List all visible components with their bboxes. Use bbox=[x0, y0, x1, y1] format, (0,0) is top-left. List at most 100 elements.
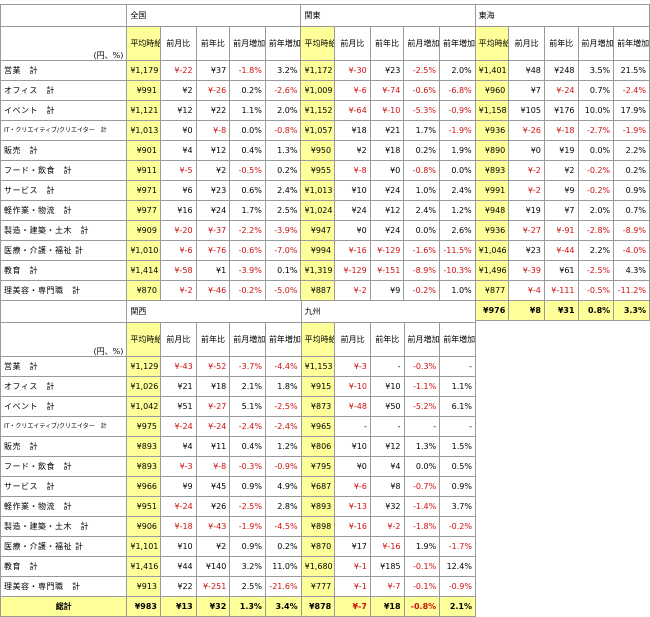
value-cell: ¥61 bbox=[543, 260, 579, 281]
corner-cell bbox=[0, 300, 128, 323]
value-cell: 6.1% bbox=[439, 396, 476, 417]
value-cell: -2.8% bbox=[577, 220, 615, 241]
category-label: 教育 計 bbox=[0, 260, 128, 281]
value-cell: -2.4% bbox=[613, 80, 650, 101]
value-cell: ¥4 bbox=[369, 456, 405, 477]
category-label: 販売 計 bbox=[0, 140, 128, 161]
value-cell: ¥1,680 bbox=[300, 556, 336, 577]
value-cell: ¥9 bbox=[543, 180, 579, 201]
value-cell: -0.5% bbox=[229, 160, 266, 181]
value-cell: -0.2% bbox=[403, 280, 440, 301]
region-name: 関西 bbox=[126, 300, 302, 323]
value-cell: ¥-30 bbox=[334, 60, 371, 81]
total-value-cell: ¥18 bbox=[369, 596, 405, 617]
value-cell: 2.5% bbox=[229, 576, 266, 597]
value-cell: 1.9% bbox=[438, 140, 476, 161]
value-cell: ¥-24 bbox=[543, 80, 579, 101]
value-cell: -1.1% bbox=[403, 376, 441, 397]
value-cell: ¥-43 bbox=[195, 516, 231, 537]
value-cell: 1.3% bbox=[264, 140, 302, 161]
value-cell: 0.0% bbox=[438, 160, 476, 181]
value-cell: ¥-58 bbox=[159, 260, 197, 281]
value-cell: 0.7% bbox=[577, 80, 615, 101]
value-cell: -7.0% bbox=[264, 240, 302, 261]
category-label: 医療・介護・福祉 計 bbox=[0, 240, 128, 261]
value-cell: ¥-1 bbox=[334, 576, 371, 597]
region-name: 九州 bbox=[300, 300, 477, 323]
value-cell: 0.5% bbox=[439, 456, 476, 477]
value-cell: ¥11 bbox=[195, 436, 231, 457]
column-header: 前年増加率 bbox=[438, 26, 476, 61]
value-cell: 2.0% bbox=[577, 200, 615, 221]
value-cell: -0.2% bbox=[229, 280, 266, 301]
value-cell: ¥911 bbox=[126, 160, 161, 181]
value-cell: ¥955 bbox=[300, 160, 336, 181]
value-cell: ¥-129 bbox=[369, 240, 405, 261]
category-label: オフィス 計 bbox=[0, 80, 128, 101]
value-cell: ¥0 bbox=[159, 120, 197, 141]
value-cell: ¥19 bbox=[508, 200, 545, 221]
value-cell: ¥10 bbox=[160, 536, 197, 557]
value-cell: ¥-16 bbox=[334, 240, 371, 261]
value-cell: -0.3% bbox=[229, 456, 266, 477]
value-cell: -2.4% bbox=[264, 416, 302, 437]
value-cell: -0.8% bbox=[403, 160, 440, 181]
category-label: 製造・建築・土木 計 bbox=[0, 516, 128, 537]
value-cell: ¥10 bbox=[334, 180, 371, 201]
value-cell: ¥1,101 bbox=[126, 536, 161, 557]
total-value-cell: 3.4% bbox=[264, 596, 302, 617]
value-cell: ¥0 bbox=[369, 160, 405, 181]
region-name: 全国 bbox=[126, 4, 302, 27]
value-cell: ¥870 bbox=[126, 280, 161, 301]
category-label: サービス 計 bbox=[0, 180, 128, 201]
value-cell: - bbox=[334, 416, 371, 437]
value-cell: ¥906 bbox=[126, 516, 161, 537]
table-row: 教育 計 ¥1,416 ¥44 ¥140 3.2% 11.0% ¥1,680 ¥-1 ¥185-… bbox=[0, 556, 476, 577]
corner-cell bbox=[0, 4, 128, 27]
table-row: 軽作業・物流 計 ¥951 ¥-24 ¥26 -2.5% 2.8% ¥893 ¥-13 ¥32-… bbox=[0, 496, 476, 517]
value-cell: 0.9% bbox=[613, 180, 650, 201]
table-row: 医療・介護・福祉 計 ¥1,010 ¥-6 ¥-76 -0.6% -7.0% ¥994 ¥-1… bbox=[0, 240, 650, 261]
value-cell: ¥23 bbox=[195, 180, 231, 201]
total-value-cell: ¥31 bbox=[543, 300, 579, 321]
value-cell: ¥0 bbox=[508, 140, 545, 161]
value-cell: 3.2% bbox=[264, 60, 302, 81]
total-value-cell: ¥32 bbox=[195, 596, 231, 617]
value-cell: ¥2 bbox=[195, 536, 231, 557]
value-cell: ¥1,152 bbox=[300, 100, 336, 121]
value-cell: ¥0 bbox=[334, 456, 371, 477]
value-cell: ¥-18 bbox=[160, 516, 197, 537]
value-cell: - bbox=[439, 356, 476, 377]
value-cell: -0.1% bbox=[403, 576, 441, 597]
value-cell: ¥7 bbox=[508, 80, 545, 101]
value-cell: -0.2% bbox=[577, 160, 615, 181]
column-header: 前年増加率 bbox=[439, 322, 476, 357]
value-cell: -2.6% bbox=[264, 80, 302, 101]
value-cell: -4.0% bbox=[613, 240, 650, 261]
value-cell: ¥-6 bbox=[334, 476, 371, 497]
value-cell: ¥-1 bbox=[334, 556, 371, 577]
category-label: 製造・建築・土木 計 bbox=[0, 220, 128, 241]
column-header: 前月比 bbox=[334, 26, 371, 61]
total-label: 総計 bbox=[0, 596, 128, 617]
value-cell: ¥1,013 bbox=[300, 180, 336, 201]
table-row: 販売 計 ¥901 ¥4 ¥12 0.4% 1.3% ¥950 ¥2 ¥18 0.2% 1.9% ¥8… bbox=[0, 140, 650, 161]
value-cell: 2.2% bbox=[613, 140, 650, 161]
value-cell: ¥1,042 bbox=[126, 396, 161, 417]
value-cell: ¥893 bbox=[126, 436, 161, 457]
value-cell: ¥893 bbox=[126, 456, 161, 477]
value-cell: ¥1,401 bbox=[474, 60, 510, 81]
category-label: サービス 計 bbox=[0, 476, 128, 497]
value-cell: -1.9% bbox=[438, 120, 476, 141]
value-cell: ¥19 bbox=[543, 140, 579, 161]
value-cell: ¥947 bbox=[300, 220, 336, 241]
value-cell: ¥-13 bbox=[334, 496, 371, 517]
value-cell: 10.0% bbox=[577, 100, 615, 121]
value-cell: ¥2 bbox=[543, 160, 579, 181]
value-cell: ¥893 bbox=[474, 160, 510, 181]
value-cell: 1.1% bbox=[229, 100, 266, 121]
value-cell: -1.6% bbox=[403, 240, 440, 261]
column-header: 前月増加率 bbox=[229, 26, 266, 61]
table-row: サービス 計 ¥966 ¥9 ¥45 0.9% 4.9% ¥687 ¥-6 ¥8 -0.7% 0.9… bbox=[0, 476, 476, 497]
value-cell: ¥-24 bbox=[160, 496, 197, 517]
